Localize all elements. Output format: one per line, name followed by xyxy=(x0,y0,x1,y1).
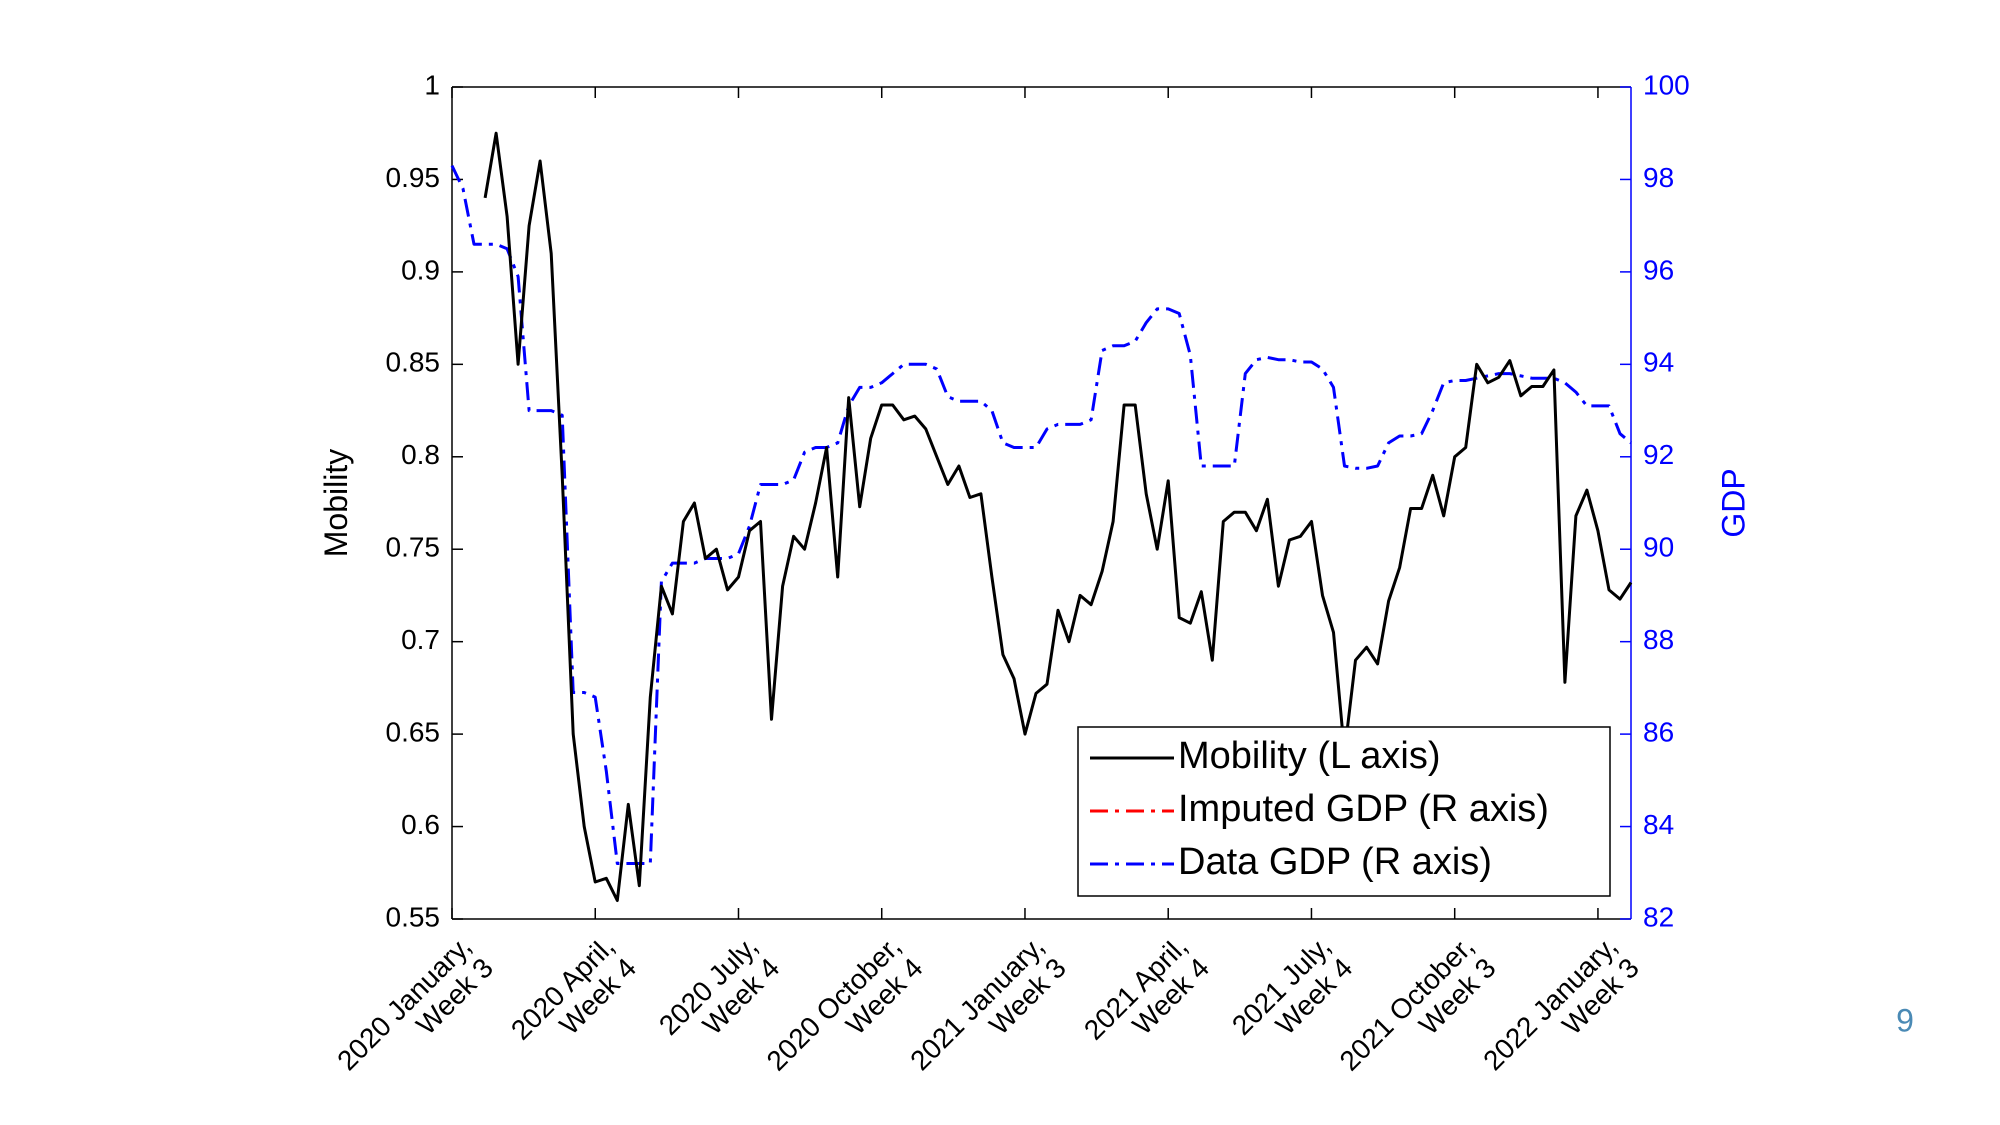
y2-tick-label: 94 xyxy=(1643,347,1674,378)
x-tick-label: 2020 October, Week 4 xyxy=(761,930,929,1098)
y2-tick-label: 100 xyxy=(1643,69,1690,100)
y2-tick-label: 86 xyxy=(1643,717,1674,748)
page-number: 9 xyxy=(1896,1002,1914,1038)
y-tick-label: 0.9 xyxy=(401,254,440,285)
y-tick-label: 0.75 xyxy=(386,532,441,563)
y2-tick-label: 82 xyxy=(1643,901,1674,932)
x-tick-label: 2021 January, Week 3 xyxy=(904,930,1072,1098)
y-tick-label: 0.65 xyxy=(386,717,441,748)
legend-label: Data GDP (R axis) xyxy=(1178,841,1492,883)
y-tick-label: 1 xyxy=(424,69,440,100)
y-tick-label: 0.55 xyxy=(386,901,441,932)
x-tick-label: 2022 January, Week 3 xyxy=(1477,930,1645,1098)
legend-label: Mobility (L axis) xyxy=(1178,735,1441,777)
y2-tick-label: 84 xyxy=(1643,809,1674,840)
x-tick-label: 2020 April, Week 4 xyxy=(505,930,642,1067)
y2-axis-label: GDP xyxy=(1715,468,1751,537)
y2-tick-label: 96 xyxy=(1643,254,1674,285)
x-tick-label: 2021 April, Week 4 xyxy=(1078,930,1215,1067)
y2-tick-label: 98 xyxy=(1643,162,1674,193)
x-tick-label: 2021 October, Week 3 xyxy=(1334,930,1502,1098)
y2-tick-label: 88 xyxy=(1643,624,1674,655)
y-tick-label: 0.6 xyxy=(401,809,440,840)
x-tick-label: 2020 July, Week 4 xyxy=(653,930,785,1062)
x-tick-label: 2020 January, Week 3 xyxy=(331,930,499,1098)
y-tick-label: 0.7 xyxy=(401,624,440,655)
series-line xyxy=(483,131,1633,902)
y2-tick-label: 90 xyxy=(1643,532,1674,563)
x-tick-label: 2021 July, Week 4 xyxy=(1226,930,1358,1062)
y-tick-label: 0.95 xyxy=(386,162,441,193)
y-axis-label: Mobility xyxy=(318,449,354,557)
y-tick-label: 0.8 xyxy=(401,439,440,470)
series-line xyxy=(450,164,1632,865)
legend-label: Imputed GDP (R axis) xyxy=(1178,788,1549,830)
y-tick-label: 0.85 xyxy=(386,347,441,378)
y2-tick-label: 92 xyxy=(1643,439,1674,470)
